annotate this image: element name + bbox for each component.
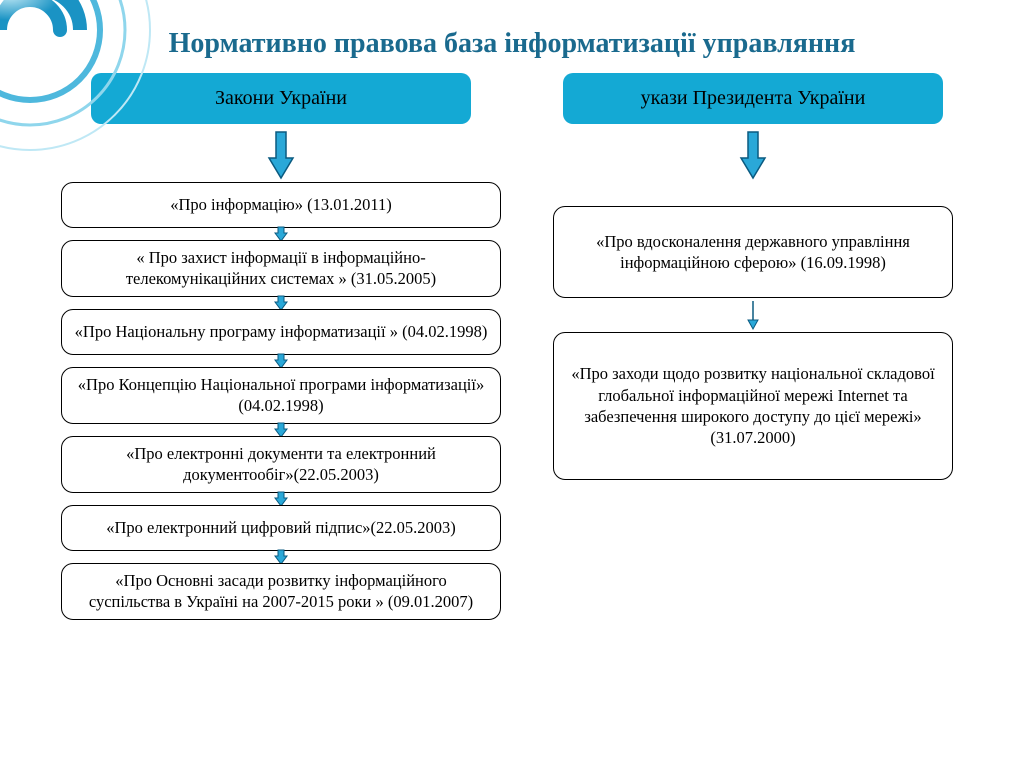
left-item-1: « Про захист інформації в інформаційно-т… [61,240,501,297]
left-item-2: «Про Національну програму інформатизації… [61,309,501,355]
page-title: Нормативно правова база інформатизації у… [0,0,1024,73]
left-column: Закони України «Про інформацію» (13.01.2… [51,73,511,620]
left-item-5: «Про електронний цифровий підпис»(22.05.… [61,505,501,551]
arrow-down-icon [739,130,767,180]
right-column: укази Президента України «Про вдосконале… [533,73,973,620]
left-item-4: «Про електронні документи та електронний… [61,436,501,493]
left-header: Закони України [91,73,471,124]
left-item-0: «Про інформацію» (13.01.2011) [61,182,501,228]
right-header: укази Президента України [563,73,943,124]
right-item-1: «Про заходи щодо розвитку національної с… [553,332,953,480]
left-item-6: «Про Основні засади розвитку інформаційн… [61,563,501,620]
arrow-down-icon [267,130,295,180]
left-item-3: «Про Концепцію Національної програми інф… [61,367,501,424]
columns: Закони України «Про інформацію» (13.01.2… [0,73,1024,620]
arrow-down-icon [746,300,760,330]
right-item-0: «Про вдосконалення державного управління… [553,206,953,298]
